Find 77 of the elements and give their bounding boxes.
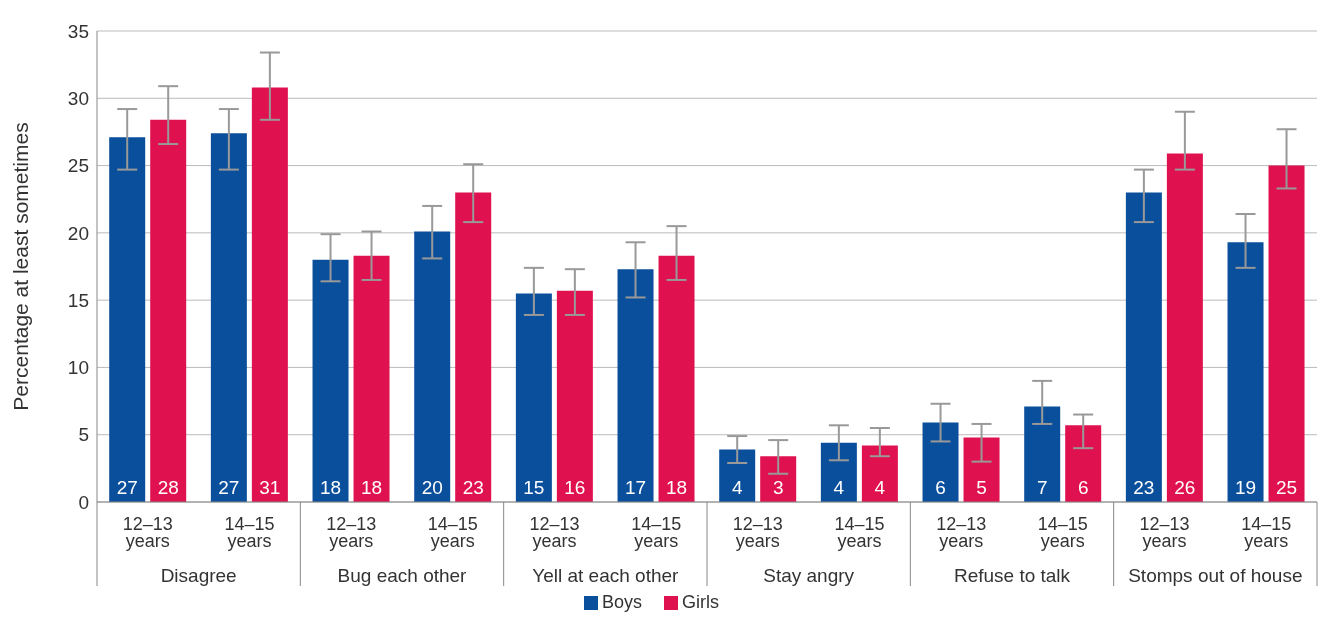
bar [719,449,756,502]
bar [820,442,857,502]
text: Refuse to talk [953,565,1071,586]
y-tick-label: 15 [67,289,89,311]
y-tick-label: 35 [67,20,89,42]
data-label: 20 [421,477,443,498]
data-label: 23 [462,477,484,498]
x-tick-label: 12–13 years [122,514,173,552]
x-tick-label: 14–15 years [1037,514,1088,552]
bar [556,290,593,502]
data-label: 23 [1133,477,1155,498]
data-label: 6 [1077,477,1089,498]
text: Stay angry [763,565,855,586]
data-label: 15 [523,477,545,498]
y-tick-label: 10 [67,357,89,379]
bar [251,87,288,502]
x-tick-label: 12–13 years [1139,514,1190,552]
data-label: 26 [1174,477,1196,498]
data-label: 25 [1275,477,1298,498]
data-label: 5 [976,477,987,498]
data-label: 27 [116,477,138,498]
bar [353,255,390,502]
data-label: 4 [874,477,886,498]
legend-label: Girls [682,592,720,612]
data-label: 4 [731,477,743,498]
bar [455,192,492,502]
x-tick-label: 14–15 years [631,514,682,552]
data-label: 31 [259,477,281,498]
data-label: 4 [833,477,845,498]
bar [1227,242,1264,502]
data-label: 17 [624,477,647,498]
x-tick-label: 12–13 years [936,514,987,552]
y-tick-label: 5 [78,424,89,446]
y-tick-label: 20 [67,222,89,244]
x-tick-label: 14–15 years [834,514,885,552]
data-label: 27 [218,477,240,498]
bar [414,231,451,502]
x-tick-label: 12–13 years [732,514,783,552]
legend-label: Boys [601,592,643,612]
x-tick-label: 12–13 years [529,514,580,552]
data-label: 18 [319,477,342,498]
data-label: 3 [772,477,784,498]
y-tick-label: 25 [67,155,89,177]
data-label: 7 [1036,477,1048,498]
text: Yell at each other [532,565,680,586]
bar [210,133,247,502]
bar [1024,406,1061,502]
bar [861,445,898,502]
bar [617,269,654,502]
data-label: 18 [360,477,383,498]
data-label: 6 [935,477,946,498]
bar [150,119,187,502]
data-label: 18 [665,477,688,498]
bar [515,293,552,502]
bar [1166,153,1203,502]
x-tick-label: 14–15 years [427,514,478,552]
bar [760,456,797,502]
bar [1065,425,1102,502]
bar [1268,165,1305,502]
x-tick-label: 12–13 years [326,514,377,552]
bar [312,259,349,502]
y-tick-label: 30 [67,88,89,110]
text: Stomps out of house [1128,565,1303,586]
x-tick-label: 14–15 years [224,514,275,552]
x-tick-label: 14–15 years [1241,514,1292,552]
data-label: 28 [157,477,179,498]
text: Bug each other [337,565,468,586]
data-label: 16 [564,477,586,498]
y-tick-label: 0 [78,491,89,513]
data-label: 19 [1234,477,1257,498]
bar [922,422,959,502]
bar [109,137,146,502]
y-axis-title: Percentage at least sometimes [9,122,33,411]
bar [658,255,695,502]
bar [963,437,1000,502]
bar [1125,192,1162,502]
text: Disagree [160,565,237,586]
